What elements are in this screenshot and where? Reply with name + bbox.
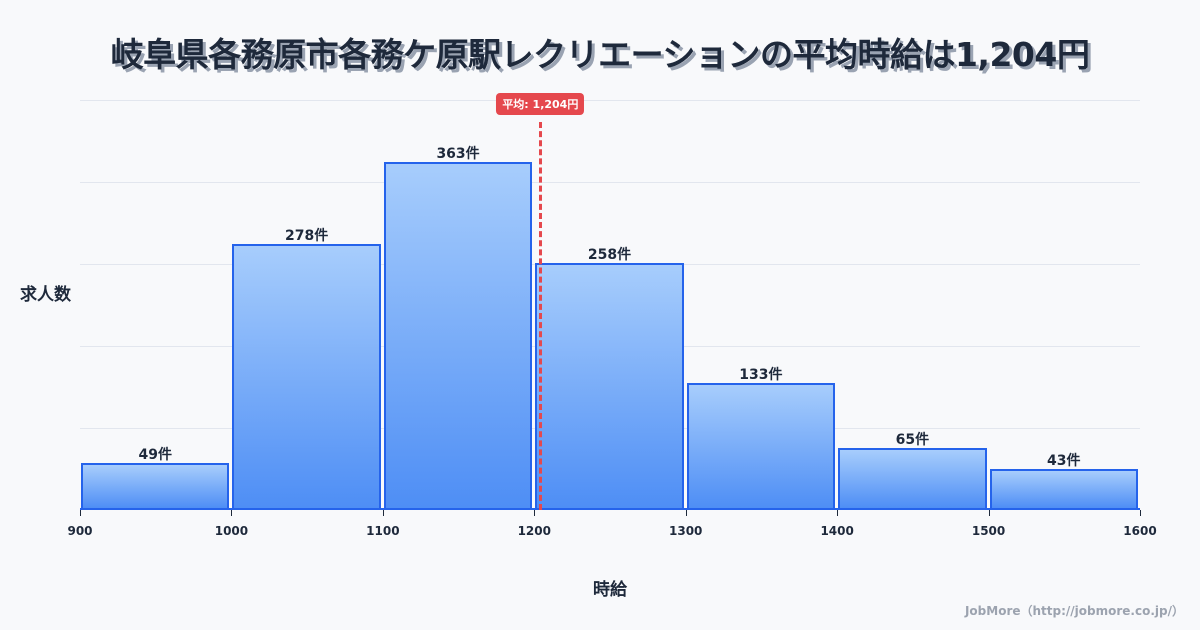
histogram-bar: 133件: [686, 367, 836, 510]
x-tick-label: 1300: [669, 524, 703, 538]
gridline: [80, 100, 1140, 101]
x-tick-label: 1400: [820, 524, 854, 538]
histogram-plot: 49件 278件 363件 258件 133件 65件 43件 900 1000 1100 1200…: [67, 93, 1157, 538]
mean-line: [539, 122, 543, 510]
bar-value-label: 363件: [436, 146, 480, 162]
x-tick-label: 900: [67, 524, 93, 538]
x-tick: [231, 510, 233, 516]
x-tick-label: 1600: [1123, 524, 1157, 538]
page-title: 岐阜県各務原市各務ケ原駅レクリエーションの平均時給は1,204円: [110, 35, 1090, 74]
histogram-bar: 278件: [232, 228, 381, 510]
x-tick-label: 1500: [971, 524, 1006, 538]
x-tick: [534, 510, 536, 516]
histogram-bar: 49件: [81, 447, 230, 510]
x-tick: [988, 510, 990, 516]
x-axis-label: 時給: [593, 580, 627, 600]
x-tick: [382, 510, 384, 516]
y-axis-label: 求人数: [20, 285, 71, 305]
bar-value-label: 278件: [285, 228, 329, 244]
gridline: [80, 182, 1140, 183]
x-tick: [80, 510, 81, 516]
x-tick: [685, 510, 687, 516]
x-tick-label: 1000: [214, 524, 249, 538]
footer-credit: JobMore（http://jobmore.co.jp/）: [964, 604, 1184, 618]
bar-value-label: 49件: [138, 447, 172, 463]
bar-value-label: 43件: [1047, 453, 1081, 469]
x-tick: [1140, 510, 1141, 516]
histogram-bar: 65件: [838, 432, 987, 510]
bar-value-label: 65件: [895, 432, 930, 448]
bar-value-label: 258件: [587, 247, 632, 263]
mean-badge: 平均: 1,204円: [496, 93, 585, 115]
x-tick-label: 1200: [517, 524, 551, 538]
bar-value-label: 133件: [739, 367, 783, 383]
x-tick-label: 1100: [366, 524, 400, 538]
histogram-bar: 258件: [535, 247, 684, 510]
histogram-bar: 363件: [383, 146, 533, 510]
x-tick: [837, 510, 839, 516]
histogram-bar: 43件: [989, 453, 1138, 510]
